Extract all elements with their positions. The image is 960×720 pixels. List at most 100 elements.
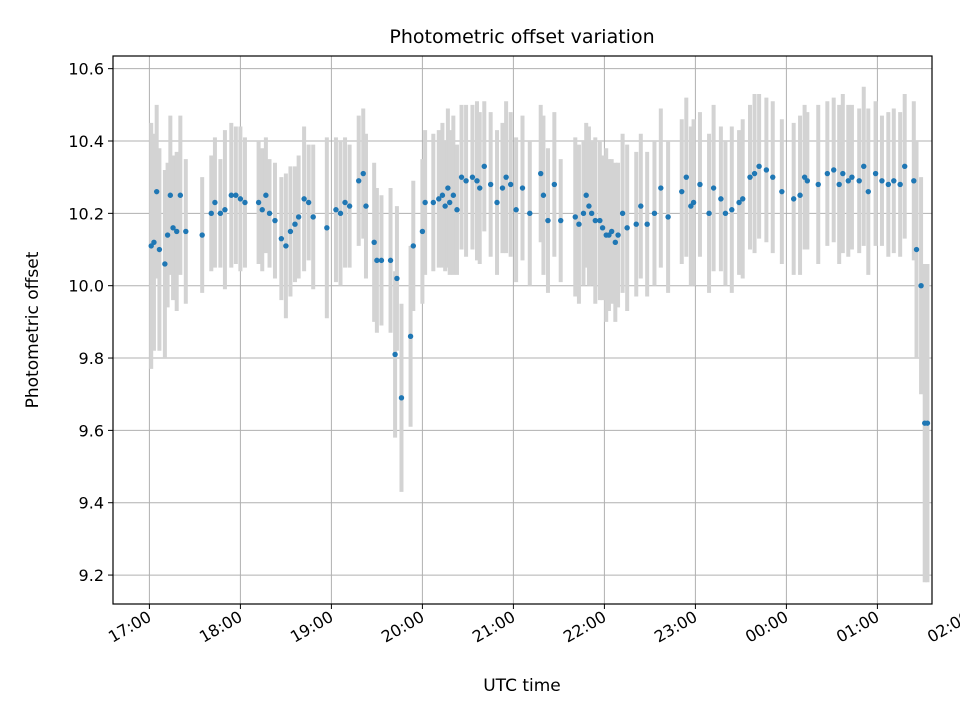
data-point xyxy=(217,210,224,217)
data-point xyxy=(586,203,592,209)
data-point xyxy=(756,163,762,170)
data-point xyxy=(576,221,582,227)
data-point xyxy=(865,188,871,195)
data-point xyxy=(212,199,218,206)
data-point xyxy=(442,203,448,209)
data-points xyxy=(148,163,931,426)
data-point xyxy=(840,170,846,177)
data-point xyxy=(487,181,494,188)
data-point xyxy=(153,188,160,195)
data-point xyxy=(519,185,526,191)
data-point xyxy=(679,188,685,195)
data-point xyxy=(436,196,442,202)
data-point xyxy=(374,257,380,264)
data-point xyxy=(638,203,644,209)
data-point xyxy=(407,333,414,340)
data-point xyxy=(356,178,362,184)
chart-title: Photometric offset variation xyxy=(389,26,654,48)
data-point xyxy=(287,228,294,235)
data-point xyxy=(481,163,487,170)
data-point xyxy=(729,207,735,213)
data-point xyxy=(477,185,483,191)
data-point xyxy=(779,188,785,195)
data-point xyxy=(450,192,457,198)
data-point xyxy=(891,178,897,184)
data-point xyxy=(255,199,262,206)
data-point xyxy=(228,192,234,198)
data-point xyxy=(572,214,578,220)
data-point xyxy=(310,214,316,220)
data-point xyxy=(918,282,924,289)
data-point xyxy=(222,207,228,213)
data-point xyxy=(540,192,547,198)
data-point xyxy=(740,196,746,202)
data-point xyxy=(474,178,480,184)
data-point xyxy=(913,246,920,253)
data-point xyxy=(897,181,903,188)
data-point xyxy=(259,207,265,213)
data-point xyxy=(162,261,168,267)
data-point xyxy=(283,243,289,249)
data-point xyxy=(592,217,598,224)
data-point xyxy=(237,196,244,202)
data-point xyxy=(387,257,394,264)
plot-frame xyxy=(112,55,933,605)
data-point xyxy=(644,221,650,227)
data-point xyxy=(278,235,285,242)
data-point xyxy=(831,167,837,173)
data-point xyxy=(371,239,377,245)
data-point xyxy=(608,228,615,235)
data-point xyxy=(538,170,544,177)
data-point xyxy=(790,196,797,202)
data-point xyxy=(394,275,400,282)
data-point xyxy=(658,185,664,191)
data-point xyxy=(272,217,278,224)
data-point xyxy=(458,174,465,180)
data-point xyxy=(324,225,330,231)
data-point xyxy=(911,178,917,184)
data-point xyxy=(305,199,312,206)
data-point xyxy=(208,210,214,217)
data-point xyxy=(612,239,619,245)
y-tick-label: 10.4 xyxy=(68,132,104,151)
data-point xyxy=(266,210,273,217)
data-point xyxy=(445,185,451,191)
data-point xyxy=(454,207,460,213)
data-point xyxy=(242,199,248,206)
data-point xyxy=(430,199,437,206)
data-point xyxy=(697,181,703,188)
data-point xyxy=(683,174,689,180)
data-point xyxy=(301,196,307,202)
data-point xyxy=(499,185,506,191)
data-point xyxy=(770,174,776,180)
data-point xyxy=(346,203,353,209)
data-point xyxy=(295,214,302,220)
data-point xyxy=(469,174,476,180)
data-point xyxy=(815,181,821,188)
data-point xyxy=(619,210,626,217)
data-point xyxy=(763,167,770,173)
data-point xyxy=(337,210,344,217)
data-point xyxy=(151,239,157,245)
y-tick-label: 10.2 xyxy=(68,204,104,223)
y-axis: 9.2 9.4 9.6 9.8 10.0 10.2 10.4 10.6 xyxy=(68,60,113,585)
data-point xyxy=(174,228,180,235)
data-point xyxy=(924,420,931,426)
data-point xyxy=(599,225,606,231)
y-tick-label: 10.0 xyxy=(68,277,104,296)
data-point xyxy=(177,192,184,198)
data-point xyxy=(804,178,811,184)
data-point xyxy=(597,217,603,224)
data-point xyxy=(824,170,831,177)
data-point xyxy=(624,225,630,231)
data-point xyxy=(398,395,405,401)
data-point xyxy=(633,221,639,227)
data-point xyxy=(507,181,514,188)
data-point xyxy=(836,181,842,188)
data-point xyxy=(856,178,862,184)
data-point xyxy=(360,170,366,177)
y-tick-label: 9.8 xyxy=(79,349,104,368)
data-point xyxy=(342,199,348,206)
data-point xyxy=(710,185,717,191)
data-point xyxy=(580,210,587,217)
